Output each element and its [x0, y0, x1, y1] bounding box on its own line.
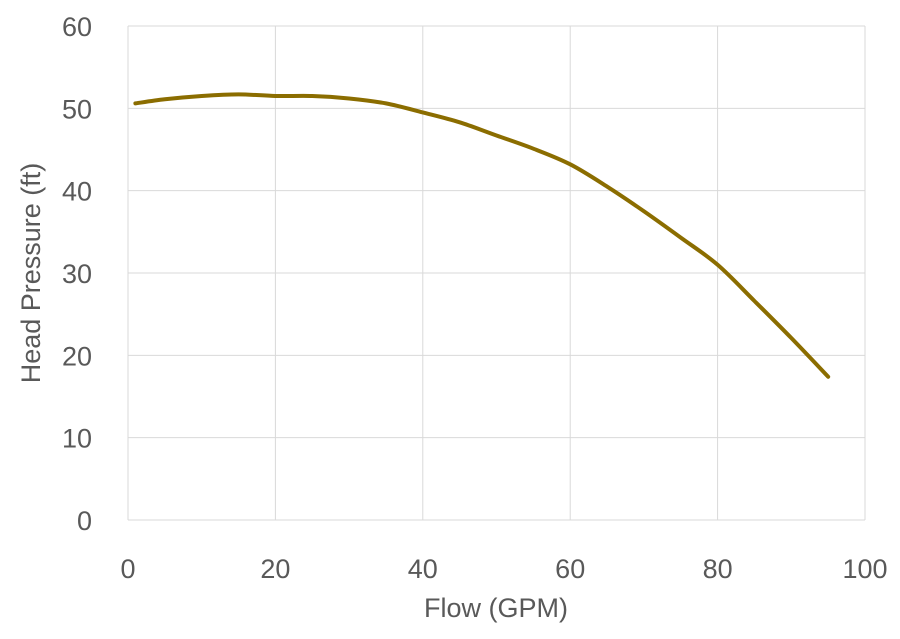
series-layer: [133, 92, 831, 379]
x-tick-labels: 0 20 40 60 80 100: [120, 554, 887, 584]
y-gridlines: [128, 25, 865, 439]
y-tick-label: 20: [62, 341, 92, 371]
x-tick-label: 80: [703, 554, 733, 584]
y-axis-title: Head Pressure (ft): [16, 163, 46, 384]
x-tick-label: 40: [408, 554, 438, 584]
y-tick-label: 10: [62, 424, 92, 454]
x-tick-label: 20: [260, 554, 290, 584]
x-tick-label: 100: [842, 554, 887, 584]
x-axis-title: Flow (GPM): [424, 593, 568, 623]
y-tick-label: 50: [62, 94, 92, 124]
series-line: [133, 92, 831, 379]
x-tick-label: 0: [120, 554, 135, 584]
y-tick-labels: 0 10 20 30 40 50 60: [62, 12, 92, 536]
y-tick-label: 40: [62, 177, 92, 207]
x-tick-label: 60: [555, 554, 585, 584]
y-tick-label: 60: [62, 12, 92, 42]
axes: [127, 26, 865, 521]
y-tick-label: 0: [77, 506, 92, 536]
y-tick-label: 30: [62, 259, 92, 289]
